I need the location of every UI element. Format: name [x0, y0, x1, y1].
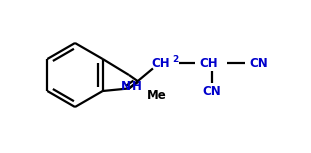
- Text: Me: Me: [147, 89, 166, 102]
- Text: CH: CH: [200, 57, 218, 70]
- Text: 2: 2: [172, 55, 178, 64]
- Text: CH: CH: [152, 57, 170, 70]
- Text: CN: CN: [202, 85, 221, 98]
- Text: N: N: [121, 80, 131, 93]
- Text: H: H: [132, 80, 142, 93]
- Text: CN: CN: [250, 57, 268, 70]
